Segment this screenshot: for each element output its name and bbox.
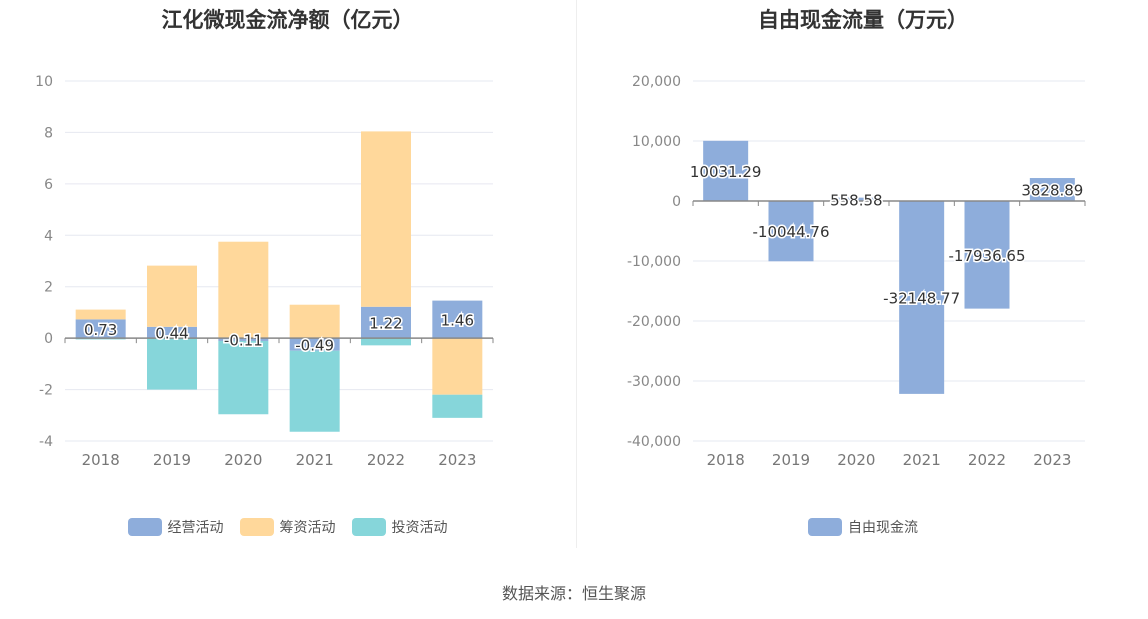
bar [964,201,1010,309]
bar [75,319,126,339]
data-label: 558.58 [830,191,883,209]
bar [768,201,814,262]
data-label: 3828.89 [1021,182,1083,200]
legend: 自由现金流 [578,517,1148,537]
y-tick-label: -4 [39,434,53,450]
legend-label: 筹资活动 [279,520,336,536]
x-tick-label: 2019 [772,451,810,469]
data-label: -17936.65 [949,247,1026,265]
bar [361,338,411,346]
bar [218,338,269,341]
legend-item[interactable]: 自由现金流 [808,517,918,537]
bar [899,201,945,394]
data-source-note: 数据来源：恒生聚源 [501,584,646,603]
free-cash-flow-plot: -40,000 -30,000 -20,000 -10,000 0 10,000 20,00… [627,74,1086,469]
legend-swatch [127,518,162,536]
legend: 经营活动 筹资活动 投资活动 [0,517,575,537]
data-label: -10044.76 [753,223,830,241]
free-cash-flow-chart: 自由现金流量（万元） -40,000 -30,000 -20,000 -10,000 0… [578,0,1148,560]
bar [218,340,269,415]
bar [361,306,411,339]
x-tick-label: 2021 [296,451,334,469]
bar [218,241,269,339]
panel-divider [576,0,577,548]
x-tick-label: 2018 [82,451,120,469]
x-tick-label: 2021 [903,451,941,469]
bar [289,338,340,351]
y-tick-label: -40,000 [627,434,681,450]
data-label: 10031.29 [690,163,762,181]
data-label: -0.11 [224,332,263,350]
bar [289,350,340,432]
bar [833,197,879,201]
y-tick-label: 2 [44,280,53,296]
legend-item[interactable]: 经营活动 [127,517,224,537]
y-tick-label: 0 [672,194,681,210]
chart-title: 自由现金流量（万元） [758,8,968,32]
legend-label: 投资活动 [391,520,448,536]
y-tick-label: 0 [44,331,53,347]
x-tick-label: 2023 [1033,451,1071,469]
x-tick-label: 2018 [707,451,745,469]
legend-label: 自由现金流 [848,520,918,536]
y-tick-label: 20,000 [632,74,681,90]
cash-flow-net-chart: 江化微现金流净额（亿元） -4 -2 0 2 4 6 8 10 2018 2019 2020 2021… [0,0,575,560]
data-label: 1.46 [441,311,474,329]
x-tick-label: 2022 [968,451,1006,469]
y-tick-label: 6 [44,177,53,193]
legend-item[interactable]: 投资活动 [351,517,448,537]
bar [432,300,483,339]
bar [703,140,749,201]
data-label: 1.22 [369,314,402,332]
y-tick-label: 10,000 [632,134,681,150]
chart-title: 江化微现金流净额（亿元） [161,8,414,32]
data-label: 0.44 [155,324,188,342]
bar [432,338,483,395]
data-label: -0.49 [295,336,334,354]
bar [147,265,197,327]
bar [1029,178,1075,201]
x-tick-label: 2020 [224,451,262,469]
y-tick-label: -30,000 [627,374,681,390]
data-label: -32148.77 [883,289,960,307]
cash-flow-net-plot: -4 -2 0 2 4 6 8 10 2018 2019 2020 2021 2022 2023 0.73 0… [35,74,494,469]
bar [289,304,340,339]
x-tick-label: 2023 [438,451,476,469]
bar [75,309,126,320]
x-tick-label: 2019 [153,451,191,469]
x-tick-label: 2022 [367,451,405,469]
data-label: 0.73 [84,321,117,339]
legend-label: 经营活动 [167,520,224,536]
bar [147,338,197,390]
legend-item[interactable]: 筹资活动 [239,517,336,537]
legend-swatch [239,518,274,536]
y-tick-label: 4 [44,228,53,244]
bar [432,394,483,418]
bar [361,131,411,307]
y-tick-label: -10,000 [627,254,681,270]
y-tick-label: -20,000 [627,314,681,330]
y-tick-label: 8 [44,125,53,141]
x-tick-label: 2020 [837,451,875,469]
legend-swatch [808,518,842,536]
legend-swatch [351,518,386,536]
y-tick-label: 10 [35,74,53,90]
bar [147,326,197,339]
y-tick-label: -2 [39,383,53,399]
